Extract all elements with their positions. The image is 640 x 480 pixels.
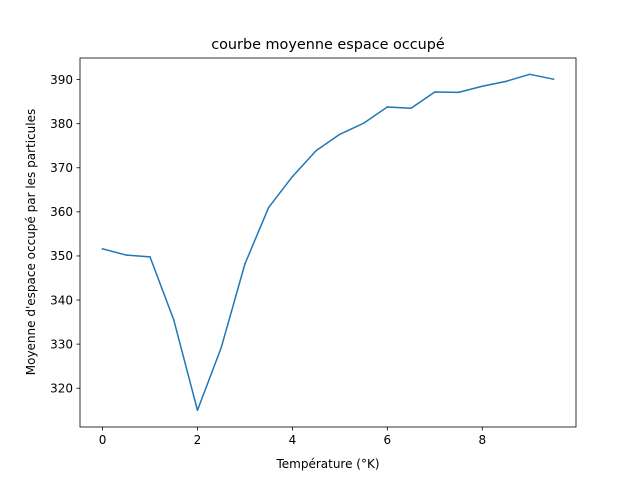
y-tick-label: 390 — [50, 73, 73, 87]
plot-area: 0 2 4 6 8 320 330 340 350 360 370 380 390 — [50, 57, 577, 447]
data-point — [362, 122, 365, 124]
data-point — [481, 85, 484, 87]
data-point — [125, 254, 128, 256]
y-tick-label: 370 — [50, 161, 73, 175]
y-tick-label: 340 — [50, 293, 73, 307]
data-point — [528, 73, 531, 76]
y-tick-label: 350 — [50, 249, 73, 263]
data-point — [434, 91, 436, 93]
data-point — [196, 409, 199, 411]
data-point — [410, 107, 412, 110]
data-point — [244, 263, 246, 265]
y-tick-label: 360 — [50, 205, 73, 219]
y-tick-label: 320 — [50, 382, 73, 396]
data-point — [457, 91, 460, 94]
data-point — [101, 248, 104, 250]
x-tick-label: 4 — [289, 433, 297, 447]
data-point — [505, 80, 507, 83]
series-layer — [101, 73, 555, 411]
x-axis-label: Température (°K) — [275, 457, 379, 471]
data-point — [291, 175, 294, 178]
plot-frame — [79, 57, 577, 428]
x-tick-label: 2 — [194, 433, 202, 447]
data-point — [339, 133, 341, 136]
series-line — [101, 73, 555, 411]
data-point — [220, 346, 222, 349]
data-point — [172, 319, 175, 321]
data-point — [149, 256, 151, 258]
data-point — [552, 78, 555, 80]
x-tick-label: 8 — [478, 433, 486, 447]
x-tick-label: 0 — [99, 433, 107, 447]
x-axis: 0 2 4 6 8 — [99, 427, 486, 447]
x-tick-label: 6 — [384, 433, 392, 447]
y-axis-label: Moyenne d'espace occupé par les particul… — [24, 109, 38, 375]
y-axis: 320 330 340 350 360 370 380 390 — [50, 73, 80, 396]
y-tick-label: 330 — [50, 337, 73, 351]
data-point — [267, 206, 270, 209]
data-point — [315, 149, 317, 152]
y-tick-label: 380 — [50, 117, 73, 131]
chart-title: courbe moyenne espace occupé — [211, 37, 445, 53]
data-point — [386, 106, 389, 108]
